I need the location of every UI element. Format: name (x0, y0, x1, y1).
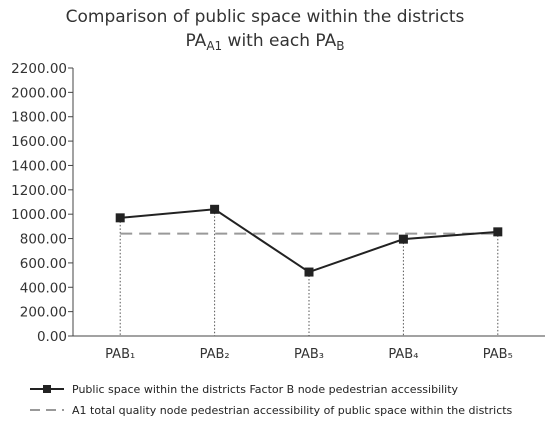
y-tick-label: 0.00 (37, 329, 67, 345)
y-tick-label: 1400.00 (11, 158, 67, 174)
y-tick-label: 1000.00 (11, 207, 67, 223)
legend-label-series-1: Public space within the districts Factor… (72, 383, 459, 396)
y-tick-label: 1200.00 (11, 183, 67, 199)
x-tick-label: PAB₅ (483, 347, 513, 362)
series-1-point (210, 204, 220, 214)
y-tick-label: 1600.00 (11, 134, 67, 150)
x-tick-label: PAB₃ (294, 347, 324, 362)
x-axis: PAB₁ PAB₂ PAB₃ PAB₄ PAB₅ (73, 335, 545, 362)
y-tick-label: 400.00 (20, 280, 67, 296)
legend-label-series-2: A1 total quality node pedestrian accessi… (72, 404, 513, 417)
series-group (115, 204, 503, 277)
y-tick-label: 2200.00 (11, 61, 67, 77)
y-tick-label: 2000.00 (11, 85, 67, 101)
series-1-point (398, 234, 408, 244)
series-1-point (304, 267, 314, 277)
chart-title-line2: PAA1 with each PAB (186, 31, 345, 53)
series-1-point (493, 227, 503, 237)
series-1-line (120, 208, 498, 274)
y-tick-label: 200.00 (20, 305, 67, 321)
legend: Public space within the districts Factor… (30, 383, 513, 417)
series-1-point (115, 213, 125, 223)
y-tick-label: 600.00 (20, 256, 67, 272)
x-tick-label: PAB₄ (388, 347, 418, 362)
x-tick-label: PAB₁ (105, 347, 135, 362)
y-tick-label: 1800.00 (11, 110, 67, 126)
y-axis: 0.00 200.00 400.00 600.00 800.00 1000.00 1200.… (11, 61, 74, 345)
x-tick-label: PAB₂ (200, 347, 230, 362)
y-tick-label: 800.00 (20, 232, 67, 248)
legend-marker-square-series-1 (43, 385, 51, 393)
chart-title-line1: Comparison of public space within the di… (66, 7, 465, 27)
drop-lines (119, 209, 499, 336)
